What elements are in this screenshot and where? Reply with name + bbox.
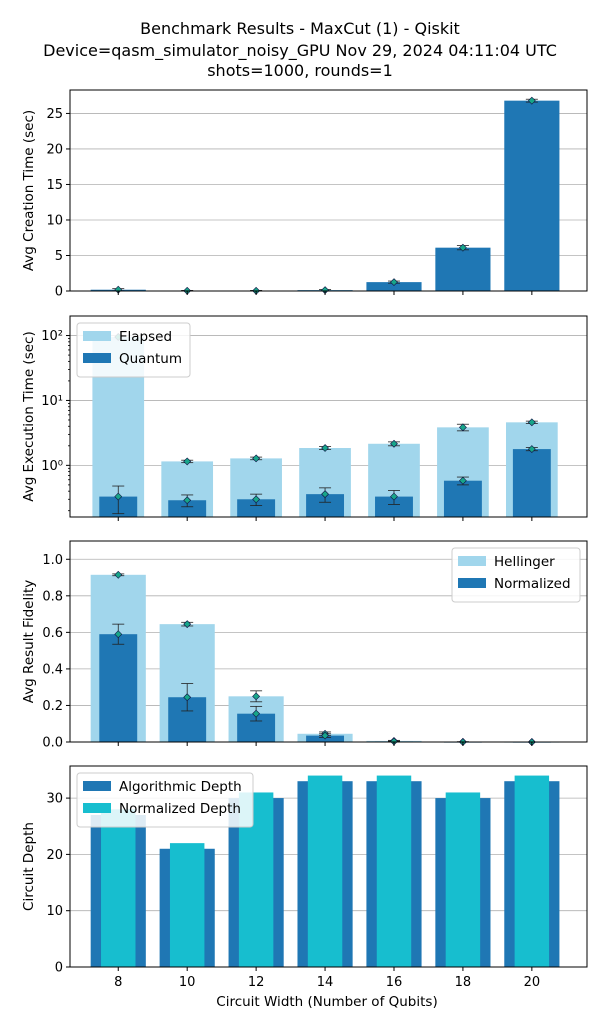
mean-marker bbox=[114, 570, 123, 579]
bar-normalized-depth-10 bbox=[169, 843, 205, 967]
x-tick-label: 18 bbox=[455, 975, 472, 990]
legend-swatch bbox=[83, 353, 111, 363]
x-tick-label: 14 bbox=[317, 975, 334, 990]
bar-normalized-8 bbox=[99, 634, 138, 742]
y-tick-label: 0 bbox=[55, 285, 63, 300]
y-axis-label: Avg Creation Time (sec) bbox=[21, 110, 37, 271]
bar-value-20 bbox=[504, 100, 560, 291]
legend-swatch bbox=[458, 556, 486, 566]
bar-quantum-18 bbox=[443, 480, 482, 517]
bar-normalized-depth-16 bbox=[376, 775, 412, 967]
bar-quantum-14 bbox=[306, 494, 345, 517]
legend: Hellinger Normalized bbox=[451, 547, 581, 603]
x-tick-label: 16 bbox=[386, 975, 403, 990]
x-tick-label: 8 bbox=[114, 975, 122, 990]
axes-frame bbox=[69, 540, 588, 743]
mean-marker bbox=[458, 423, 467, 432]
mean-marker bbox=[321, 731, 329, 740]
y-tick-label: 0.0 bbox=[42, 736, 63, 751]
legend-label: Normalized Depth bbox=[119, 801, 241, 817]
mean-marker bbox=[321, 490, 329, 499]
legend: Algorithmic Depth Normalized Depth bbox=[76, 772, 254, 828]
bar-quantum-16 bbox=[375, 496, 413, 517]
mean-marker bbox=[183, 620, 192, 629]
axes-frame bbox=[69, 765, 588, 968]
y-axis-label: Circuit Depth bbox=[21, 822, 37, 911]
x-axis-label: Circuit Width (Number of Qubits) bbox=[216, 994, 437, 1010]
y-tick-label: 5 bbox=[55, 249, 63, 264]
legend-label: Normalized bbox=[494, 576, 571, 592]
y-tick-label: 25 bbox=[46, 107, 63, 122]
bar-normalized-depth-8 bbox=[101, 809, 136, 967]
mean-marker bbox=[183, 457, 192, 466]
bar-value-18 bbox=[435, 247, 491, 291]
y-tick-label: 0.6 bbox=[42, 626, 63, 641]
legend-label: Algorithmic Depth bbox=[119, 779, 242, 795]
mean-marker bbox=[252, 709, 261, 718]
y-tick-label: 15 bbox=[46, 178, 63, 193]
bar-value-16 bbox=[366, 282, 422, 291]
x-tick-label: 10 bbox=[179, 975, 196, 990]
mean-marker bbox=[527, 96, 536, 105]
axes-frame bbox=[69, 89, 588, 292]
legend-swatch bbox=[83, 803, 111, 813]
bar-quantum-12 bbox=[237, 499, 276, 517]
legend-swatch bbox=[83, 331, 111, 341]
title-line-2: Device=qasm_simulator_noisy_GPU Nov 29, … bbox=[43, 41, 557, 61]
legend-label: Elapsed bbox=[119, 329, 172, 345]
mean-marker bbox=[527, 418, 536, 427]
title-line-3: shots=1000, rounds=1 bbox=[207, 61, 393, 80]
y-tick-label: 10 bbox=[46, 904, 63, 919]
mean-marker bbox=[114, 492, 123, 501]
mean-marker bbox=[183, 496, 192, 505]
y-tick-label: 10⁰ bbox=[41, 459, 63, 474]
mean-marker bbox=[458, 476, 467, 485]
y-tick-label: 1.0 bbox=[42, 553, 63, 568]
mean-marker bbox=[321, 444, 329, 452]
creation-time-chart: 0 5 10 15 20 25 Avg Creation Time (sec) bbox=[21, 89, 588, 300]
axes-frame bbox=[69, 315, 588, 518]
mean-marker bbox=[390, 439, 398, 448]
y-tick-label: 0.8 bbox=[42, 589, 63, 604]
y-tick-label: 10¹ bbox=[41, 394, 63, 409]
y-axis-label: Avg Execution Time (sec) bbox=[21, 331, 37, 501]
y-tick-label: 0.2 bbox=[42, 699, 63, 714]
bar-normalized-depth-14 bbox=[307, 775, 343, 967]
legend-label: Quantum bbox=[119, 351, 182, 367]
bar-normalized-depth-18 bbox=[445, 792, 481, 967]
bar-quantum-10 bbox=[168, 500, 207, 517]
bar-normalized-depth-20 bbox=[514, 775, 550, 967]
mean-marker bbox=[114, 630, 123, 639]
execution-time-chart: 10⁰ 10¹ 10² Avg Execution Time (sec) Elapsed… bbox=[21, 315, 588, 521]
legend-swatch bbox=[458, 578, 486, 588]
y-tick-label: 30 bbox=[46, 792, 63, 807]
y-tick-label: 0 bbox=[55, 961, 63, 976]
title-line-1: Benchmark Results - MaxCut (1) - Qiskit bbox=[140, 19, 460, 38]
legend-box bbox=[76, 772, 254, 828]
mean-marker bbox=[390, 492, 398, 501]
legend-label: Hellinger bbox=[494, 554, 555, 570]
y-tick-label: 0.4 bbox=[42, 662, 63, 677]
mean-marker bbox=[252, 692, 261, 701]
mean-marker bbox=[390, 278, 398, 287]
y-tick-label: 20 bbox=[46, 848, 63, 863]
mean-marker bbox=[458, 243, 467, 252]
mean-marker bbox=[252, 454, 261, 463]
bar-quantum-20 bbox=[512, 449, 551, 517]
result-fidelity-chart: 0.0 0.2 0.4 0.6 0.8 1.0 Avg Result Fidelity Hel… bbox=[21, 540, 588, 751]
x-tick-label: 20 bbox=[524, 975, 541, 990]
y-tick-label: 20 bbox=[46, 142, 63, 157]
y-axis-label: Avg Result Fidelity bbox=[21, 580, 37, 704]
legend: Elapsed Quantum bbox=[76, 322, 191, 378]
y-tick-label: 10² bbox=[41, 329, 63, 344]
mean-marker bbox=[183, 693, 192, 702]
mean-marker bbox=[527, 445, 536, 454]
legend-swatch bbox=[83, 781, 111, 791]
circuit-depth-chart: 0 10 20 30 8 10 12 14 16 18 20 Circuit Depth Algorit… bbox=[21, 765, 588, 990]
mean-marker bbox=[252, 495, 261, 504]
x-tick-label: 12 bbox=[248, 975, 265, 990]
y-tick-label: 10 bbox=[46, 213, 63, 228]
